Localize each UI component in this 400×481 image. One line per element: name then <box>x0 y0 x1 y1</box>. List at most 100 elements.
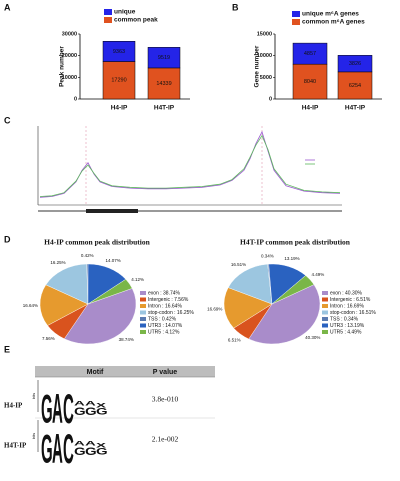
logo-letter: G <box>41 428 53 472</box>
legend-swatch <box>322 297 328 302</box>
logo-letter: X <box>96 402 106 409</box>
legend-label: TSS : 0.34% <box>330 316 359 322</box>
slice-label: 16.64% <box>23 303 38 308</box>
legend-label: unique <box>114 9 136 16</box>
p-value: 3.8e-010 <box>152 395 179 404</box>
y-tick-label: 5000 <box>260 75 272 81</box>
legend-label: UTR3 : 14.07% <box>148 323 183 329</box>
table-header <box>35 366 215 377</box>
slice-label: 38.74% <box>119 337 134 342</box>
y-tick-label: 30000 <box>62 31 77 37</box>
pie-slice <box>87 279 133 305</box>
legend-swatch <box>322 330 328 334</box>
value-label: 9519 <box>158 55 170 61</box>
panel-label: E <box>4 344 10 354</box>
legend-swatch <box>104 17 112 23</box>
y-axis-label: Peak number <box>59 46 66 87</box>
logo-letter: G <box>85 405 97 418</box>
legend-label: UTR3 : 13.19% <box>330 323 365 329</box>
value-label: 6254 <box>349 83 361 89</box>
slice-label: 4.49% <box>311 272 324 277</box>
legend-label: Intron : 16.64% <box>148 303 182 309</box>
value-label: 4857 <box>304 51 316 57</box>
y-tick-label: 20000 <box>62 53 77 59</box>
bar-segment <box>337 55 373 73</box>
legend-label: TSS : 0.42% <box>148 316 177 322</box>
x-tick-label: H4-IP <box>302 105 319 112</box>
y-tick-label: 15000 <box>257 31 272 37</box>
y-tick-label: 0 <box>269 96 272 102</box>
legend-swatch <box>322 304 328 308</box>
legend-swatch <box>140 291 146 295</box>
legend-label: Intergenic : 7.56% <box>148 297 189 303</box>
pie-title: H4T-IP common peak distribution <box>240 238 351 247</box>
logo-letter: X <box>96 442 106 449</box>
legend-label: stop-codon : 16.25% <box>148 310 194 316</box>
logo-letter: A <box>74 441 86 448</box>
legend-label: UTR5 : 4.49% <box>330 329 362 335</box>
legend-swatch <box>140 297 146 302</box>
pie-slice <box>223 287 273 329</box>
slice-label: 0.34% <box>261 253 274 258</box>
legend-swatch <box>140 323 146 328</box>
legend-swatch <box>140 310 146 315</box>
legend-label: exon : 40.30% <box>330 290 363 296</box>
legend-swatch <box>140 330 146 334</box>
panel-label: D <box>4 234 11 244</box>
panel-label: A <box>4 2 11 12</box>
bar-segment <box>102 61 136 100</box>
logo-letter: G <box>41 388 53 432</box>
logo-letter: G <box>74 445 86 458</box>
legend-swatch <box>140 304 146 308</box>
legend-label: Intron : 16.69% <box>330 303 364 309</box>
slice-label: 16.51% <box>231 262 246 267</box>
legend-swatch <box>322 291 328 295</box>
pie-slice <box>39 284 89 326</box>
legend-label: unique m⁶A genes <box>302 11 359 18</box>
logo-letter: A <box>52 386 63 433</box>
y-tick-label: 0 <box>74 96 77 102</box>
bar-segment <box>147 67 181 100</box>
logo-letter: A <box>85 401 97 408</box>
legend-label: common peak <box>114 17 158 24</box>
slice-label: 13.19% <box>284 256 299 261</box>
pie-slice <box>45 263 89 305</box>
logo-letter: A <box>52 426 63 473</box>
p-value: 2.1e-002 <box>152 435 179 444</box>
pie-slice <box>271 275 315 305</box>
slice-label: 6.51% <box>228 337 241 342</box>
value-label: 8040 <box>304 79 316 85</box>
bar-segment <box>147 47 181 69</box>
logo-letter: A <box>85 441 97 448</box>
pie-slice <box>248 284 321 345</box>
pie-title: H4-IP common peak distribution <box>44 238 150 247</box>
row-label: H4-IP <box>4 402 23 410</box>
logo-ylabel: bits <box>31 433 36 439</box>
legend-swatch <box>104 9 112 15</box>
x-tick-label: H4T-IP <box>154 105 175 112</box>
profile-line <box>39 130 341 198</box>
x-tick-label: H4-IP <box>111 105 128 112</box>
legend-swatch <box>322 310 328 315</box>
panel-label: B <box>232 2 239 12</box>
legend-label: Intergenic : 6.51% <box>330 297 371 303</box>
x-tick-label: H4T-IP <box>345 105 366 112</box>
slice-label: 0.42% <box>81 253 94 258</box>
logo-letter: A <box>74 401 86 408</box>
logo-letter: C <box>63 426 74 473</box>
panel-label: C <box>4 115 11 125</box>
legend-swatch <box>140 317 146 321</box>
legend-swatch <box>292 19 300 25</box>
header-cell: Motif <box>87 369 104 376</box>
value-label: 17290 <box>111 78 126 84</box>
slice-label: 40.30% <box>305 335 320 340</box>
row-label: H4T-IP <box>4 442 27 450</box>
legend-swatch <box>292 11 300 17</box>
logo-letter: G <box>96 406 108 416</box>
value-label: 9363 <box>113 49 125 55</box>
logo-letter: G <box>85 445 97 458</box>
bar-segment <box>102 41 136 62</box>
legend-label: exon : 38.74% <box>148 290 181 296</box>
